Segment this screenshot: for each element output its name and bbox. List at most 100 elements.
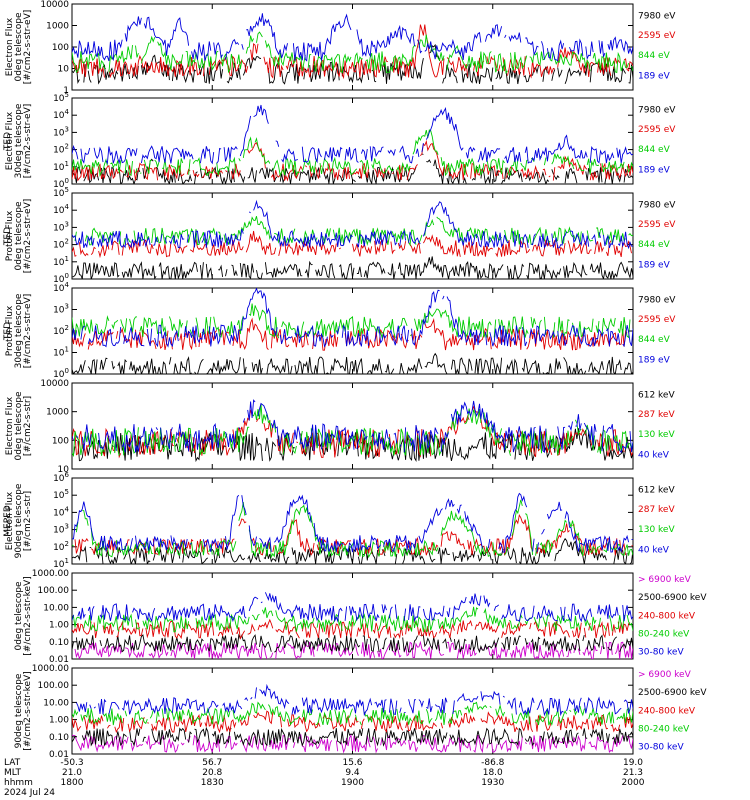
- legend-entry: 7980 eV: [638, 200, 676, 210]
- x-row-label: hhmm: [4, 778, 33, 788]
- legend-entry: 189 eV: [638, 166, 671, 176]
- legend-entry: 240-800 keV: [638, 611, 696, 621]
- series-line: [72, 288, 633, 348]
- panel-meped-proton-0deg: 0.01 0.10 1.00 10.00 100.00 1000.00 0deg teles…: [14, 569, 707, 665]
- y-tick-label: 104: [53, 108, 69, 121]
- series-line: [72, 399, 633, 454]
- legend-entry: 40 keV: [638, 451, 670, 461]
- legend-entry: 2595 eV: [638, 315, 676, 325]
- legend-entry: 40 keV: [638, 546, 670, 556]
- y-axis-label: Electron Flux: [5, 396, 15, 455]
- series-line: [72, 139, 633, 182]
- series-group: [72, 399, 633, 463]
- y-axis-label: Proton Flux: [5, 210, 15, 261]
- x-tick-label: 21.3: [623, 768, 643, 778]
- legend-entry: 80-240 keV: [638, 724, 690, 734]
- legend-entry: 189 eV: [638, 261, 671, 271]
- y-axis-label: [#/cm2-s-str]: [23, 396, 33, 456]
- y-tick-label: 100.00: [38, 586, 70, 596]
- legend-entry: 130 keV: [638, 525, 675, 535]
- legend-entry: 7980 eV: [638, 295, 676, 305]
- legend-entry: 287 keV: [638, 505, 675, 515]
- x-tick-label: 1930: [481, 778, 504, 788]
- y-tick-label: 105: [53, 488, 69, 501]
- legend-entry: 240-800 keV: [638, 706, 696, 716]
- y-tick-label: 101: [53, 255, 69, 268]
- y-axis-label: Electron Flux: [5, 111, 15, 170]
- y-axis-label: 30deg telescope: [14, 103, 24, 178]
- y-axis-label: [#/cm2-s-str-eV]: [23, 10, 33, 85]
- series-line: [72, 726, 633, 747]
- y-tick-label: 10000: [40, 0, 69, 10]
- x-tick-label: -50.3: [60, 758, 83, 768]
- y-axis-label: [#/cm2-s-str-keV]: [23, 576, 33, 655]
- y-tick-label: 1000.00: [32, 569, 69, 579]
- x-date-label: 2024 Jul 24: [4, 788, 55, 798]
- y-tick-label: 1.00: [49, 621, 69, 631]
- legend-entry: 844 eV: [638, 335, 671, 345]
- x-tick-label: 20.8: [202, 768, 222, 778]
- series-group: [72, 13, 633, 85]
- series-line: [72, 199, 633, 250]
- series-line: [72, 104, 633, 165]
- panel-frame: [71, 382, 634, 470]
- legend-entry: 189 eV: [638, 72, 671, 82]
- y-tick-label: 10.00: [43, 698, 69, 708]
- series-line: [72, 13, 633, 62]
- y-tick-label: 1000.00: [32, 664, 69, 674]
- legend-entry: 2500-6900 keV: [638, 688, 707, 698]
- y-axis-label: [#/cm2-s-str-keV]: [23, 671, 33, 750]
- legend-entry: 30-80 keV: [638, 647, 684, 657]
- y-tick-label: 1000: [46, 408, 69, 418]
- y-tick-label: 0.01: [49, 750, 69, 760]
- legend-entry: 189 eV: [638, 356, 671, 366]
- legend-entry: > 6900 keV: [638, 575, 692, 585]
- x-tick-label: 1900: [341, 778, 364, 788]
- series-line: [72, 710, 633, 734]
- panel-frame: [71, 3, 634, 91]
- y-axis-label: [#/cm2-s-str]: [23, 491, 33, 551]
- panel-meped-electron-0deg: 10 100 1000 10000 Electron Flux 0deg telescop…: [5, 379, 675, 475]
- x-tick-label: -86.8: [481, 758, 505, 768]
- series-group: [72, 492, 633, 564]
- y-axis-label: TED: [3, 227, 13, 246]
- x-row-label: MLT: [4, 768, 22, 778]
- series-line: [75, 683, 633, 717]
- legend-entry: 844 eV: [638, 145, 671, 155]
- panel-frame: [71, 192, 634, 280]
- legend-entry: 844 eV: [638, 240, 671, 250]
- series-group: [72, 104, 633, 184]
- x-tick-label: 2000: [622, 778, 645, 788]
- y-tick-label: 102: [53, 143, 69, 156]
- x-tick-label: 56.7: [202, 758, 222, 768]
- series-line: [72, 633, 633, 654]
- series-line: [72, 592, 633, 623]
- series-line: [72, 352, 633, 374]
- y-axis-label: Proton Flux: [5, 305, 15, 356]
- legend-entry: 844 eV: [638, 51, 671, 61]
- x-tick-label: 21.0: [62, 768, 82, 778]
- y-tick-label: 103: [53, 125, 69, 138]
- y-tick-label: 0.10: [49, 638, 69, 648]
- panel-ted-electron-0deg: 1 10 100 1000 10000 Electron Flux 0deg telesco…: [5, 0, 676, 96]
- legend-entry: 2595 eV: [638, 125, 676, 135]
- panel-meped-proton-90deg: 0.01 0.10 1.00 10.00 100.00 1000.00 90deg tele…: [14, 664, 707, 760]
- legend-entry: > 6900 keV: [638, 670, 692, 680]
- y-tick-label: 10000: [40, 379, 69, 389]
- y-axis-label: MEPED: [3, 505, 13, 537]
- legend-entry: 287 keV: [638, 410, 675, 420]
- y-tick-label: 10.00: [43, 603, 69, 613]
- y-tick-label: 102: [53, 324, 69, 337]
- series-line: [72, 403, 633, 458]
- y-axis-label: Electron Flux: [5, 17, 15, 76]
- legend-entry: 2595 eV: [638, 31, 676, 41]
- y-axis-label: 30deg telescope: [14, 293, 24, 368]
- y-tick-label: 104: [53, 203, 69, 216]
- y-axis-label: 90deg telescope: [14, 483, 24, 558]
- series-line: [72, 606, 633, 633]
